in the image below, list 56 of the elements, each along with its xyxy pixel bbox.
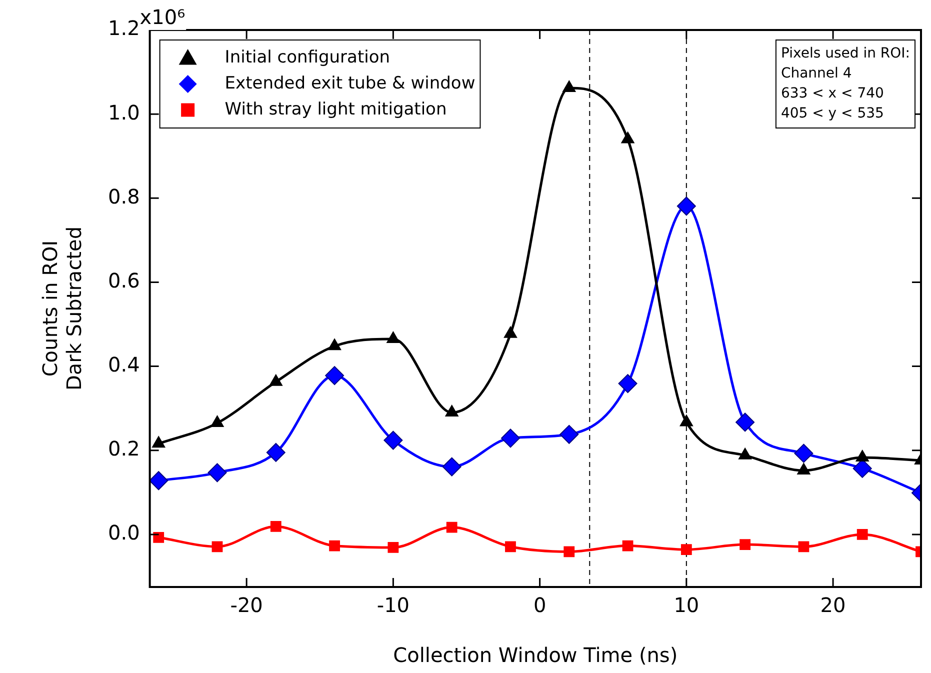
x-tick-label: -10: [376, 593, 410, 618]
point: [505, 541, 516, 552]
point: [740, 539, 751, 550]
point: [856, 529, 868, 540]
point: [794, 444, 814, 463]
point: [328, 338, 342, 350]
annotation: Pixels used in ROI: Channel 4 633 < x < 740 405 < y < 535: [780, 46, 910, 122]
x-axis-title: Collection Window Time (ns): [393, 643, 678, 668]
point: [797, 463, 810, 475]
point: [384, 430, 403, 450]
y-tick-label: 1.2: [108, 16, 140, 40]
point: [798, 541, 810, 552]
point: [622, 540, 634, 552]
y-axis-title: Counts in ROI Dark Subtracted: [38, 226, 86, 391]
point: [210, 416, 224, 428]
point: [212, 541, 223, 552]
point: [269, 374, 282, 386]
y-tick-label: 0.8: [108, 184, 140, 208]
point: [152, 436, 166, 448]
point: [270, 521, 282, 532]
x-tick-label: 10: [674, 593, 700, 618]
point: [560, 424, 579, 444]
point: [738, 448, 752, 460]
point: [621, 132, 634, 144]
point: [208, 463, 227, 482]
x-tick-label: 20: [820, 593, 846, 618]
y-tick-label: 0.4: [108, 352, 140, 377]
point: [680, 414, 693, 426]
y-tick-label: 1.0: [108, 100, 140, 124]
legend-label: With stray light mitigation: [224, 99, 447, 120]
y-tick-label: 0.6: [108, 268, 140, 292]
point: [564, 546, 575, 558]
point: [442, 457, 462, 476]
point: [736, 412, 755, 432]
point: [266, 442, 286, 462]
legend-label: Extended exit tube & window: [224, 73, 476, 94]
point: [445, 405, 458, 417]
point: [856, 450, 869, 462]
y-tick-label: 0.2: [108, 436, 140, 461]
x-tick-label: -20: [230, 593, 263, 618]
y-tick-label: 0.0: [108, 520, 140, 545]
point: [446, 522, 458, 533]
point: [329, 540, 340, 552]
point: [680, 544, 692, 556]
point: [153, 532, 164, 543]
legend-label: Initial configuration: [224, 47, 390, 68]
x-tick-label: 0: [533, 593, 546, 618]
point: [504, 326, 518, 338]
point: [618, 374, 638, 394]
point: [150, 471, 168, 490]
text: x10⁶: [140, 5, 186, 30]
point: [562, 80, 576, 92]
point: [500, 428, 520, 448]
point: [325, 366, 344, 386]
point: [386, 331, 400, 343]
point: [388, 542, 399, 553]
